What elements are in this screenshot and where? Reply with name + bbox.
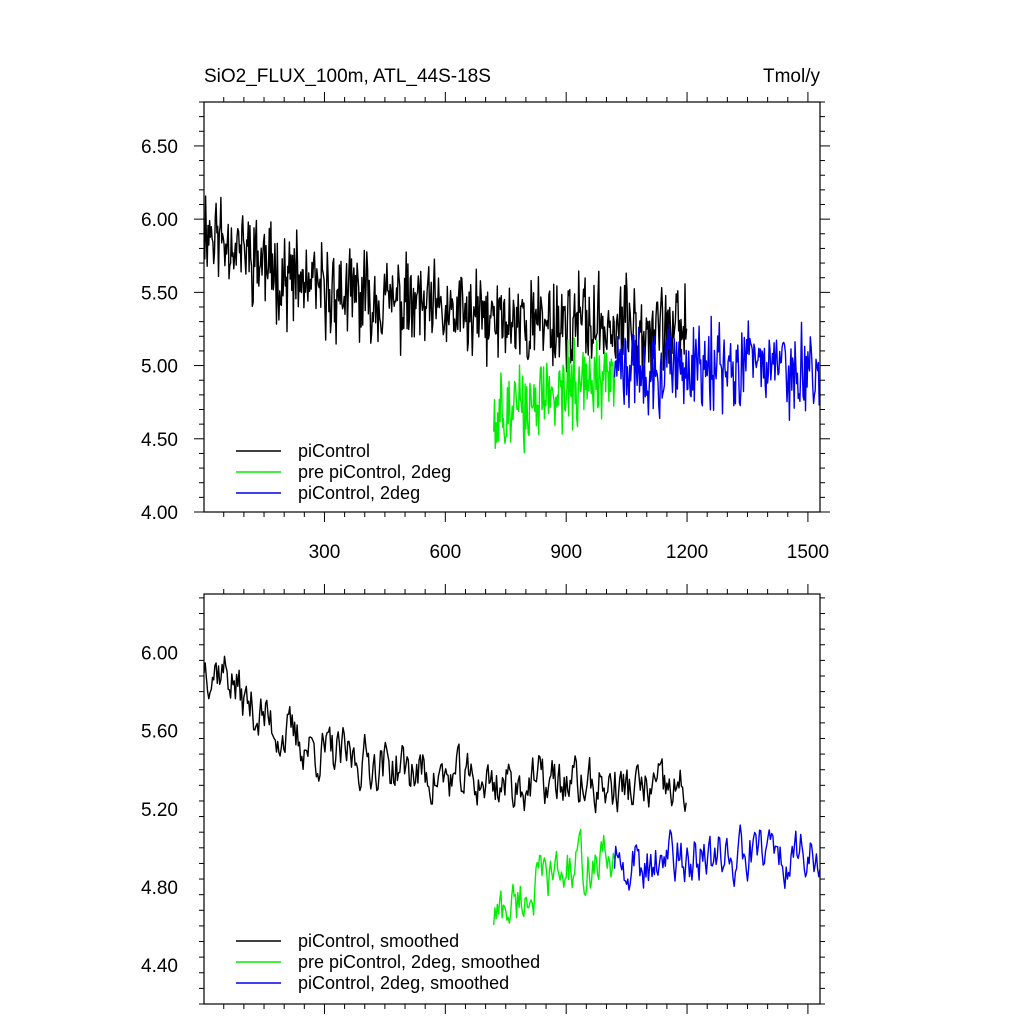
y-tick-label: 6.00 — [141, 210, 178, 231]
bottom-plot-frame — [203, 593, 821, 1005]
y-tick-label: 5.60 — [141, 722, 178, 743]
bottom-axes: 4.40 4.80 5.20 5.60 6.00 — [141, 584, 825, 1014]
y-tick-label: 6.50 — [141, 137, 178, 158]
bottom-panel: 4.40 4.80 5.20 5.60 6.00 piControl, smoothed… — [141, 584, 825, 1014]
legend-label-2: pre piControl, 2deg, smoothed — [298, 952, 540, 972]
x-tick-label: 1500 — [787, 542, 829, 563]
legend-label-1: piControl — [298, 441, 370, 461]
y-tick-label: 6.00 — [141, 644, 178, 665]
series-line-3 — [613, 824, 821, 891]
y-tick-label: 5.20 — [141, 800, 178, 821]
top-plot-lines — [203, 195, 821, 454]
y-tick-label: 4.40 — [141, 956, 178, 977]
bottom-plot-lines — [203, 655, 821, 926]
x-tick-label: 300 — [309, 542, 341, 563]
top-plot-frame — [203, 101, 821, 513]
x-tick-label: 1200 — [666, 542, 708, 563]
legend-label-3: piControl, 2deg, smoothed — [298, 973, 509, 993]
top-panel: SiO2_FLUX_100m, ATL_44S-18S Tmol/y 300 60… — [141, 66, 830, 563]
y-tick-label: 5.00 — [141, 357, 178, 378]
top-title: SiO2_FLUX_100m, ATL_44S-18S — [204, 66, 491, 87]
series-line-2 — [493, 337, 616, 454]
legend-label-3: piControl, 2deg — [298, 483, 420, 503]
series-line-2 — [493, 828, 616, 926]
top-units: Tmol/y — [763, 66, 821, 87]
x-tick-label: 600 — [429, 542, 461, 563]
series-line-1 — [203, 655, 687, 814]
top-axes: 300 600 900 1200 1500 4.00 4.50 5.00 5.50 6.00 6.5… — [141, 92, 830, 563]
legend-label-2: pre piControl, 2deg — [298, 462, 451, 482]
y-tick-label: 4.50 — [141, 430, 178, 451]
y-tick-label: 5.50 — [141, 283, 178, 304]
series-line-1 — [203, 195, 688, 380]
y-tick-label: 4.00 — [141, 503, 178, 524]
legend-label-1: piControl, smoothed — [298, 931, 459, 951]
x-tick-label: 900 — [550, 542, 582, 563]
y-tick-label: 4.80 — [141, 878, 178, 899]
series-line-3 — [613, 315, 821, 421]
